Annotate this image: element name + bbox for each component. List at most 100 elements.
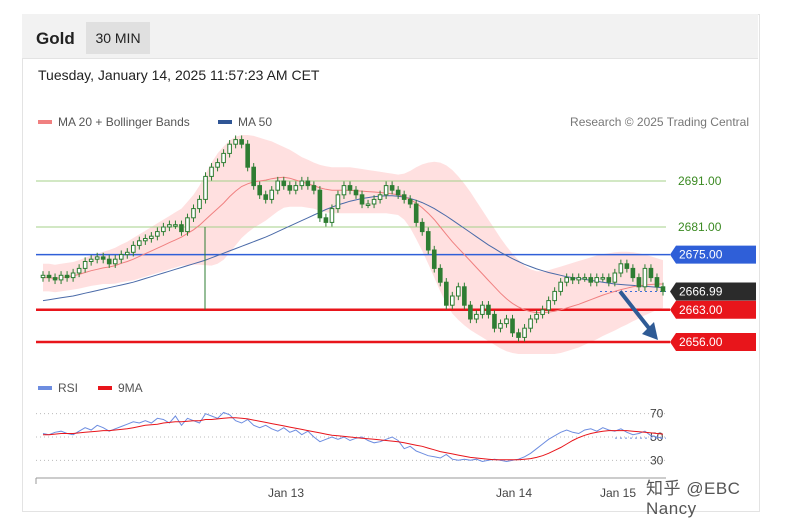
candle-body <box>648 267 654 279</box>
candle-body <box>64 274 70 279</box>
candle <box>564 273 569 287</box>
candle <box>407 195 413 209</box>
level-lines <box>36 180 670 344</box>
candle-body <box>558 281 563 292</box>
candle <box>486 301 491 319</box>
candle-body <box>323 217 329 223</box>
timeframe-button[interactable]: 30 MIN <box>86 22 150 54</box>
candle <box>618 259 624 278</box>
candle-body <box>137 240 142 246</box>
candle-body <box>263 194 269 200</box>
candle-body <box>287 185 293 191</box>
candle <box>636 273 642 291</box>
candle <box>305 176 311 190</box>
candle <box>642 264 648 291</box>
candle-body <box>76 267 82 274</box>
legend-rsi-label: RSI <box>58 381 79 395</box>
candle <box>269 186 275 204</box>
candle-body <box>40 274 46 279</box>
candle <box>401 190 407 204</box>
candles <box>40 135 666 342</box>
candle <box>462 282 467 310</box>
candle-body <box>118 254 124 260</box>
x-tick-label: Jan 15 <box>600 486 636 500</box>
candle <box>522 324 527 342</box>
price-label-2681.00: 2681.00 <box>678 220 722 234</box>
candle-body <box>197 198 202 210</box>
x-axis: Jan 13 Jan 14 Jan 15 <box>35 477 666 500</box>
candle <box>588 273 594 287</box>
candle <box>630 264 636 282</box>
candle <box>70 268 76 282</box>
candle <box>389 181 395 195</box>
ma50-swatch-icon <box>218 119 232 124</box>
candle-body <box>311 185 317 191</box>
candle-body <box>413 203 419 223</box>
candle <box>203 172 208 204</box>
candle <box>221 149 226 167</box>
candle <box>353 186 359 199</box>
candle-body <box>203 175 208 200</box>
candle-body <box>335 194 341 210</box>
candle <box>137 236 142 250</box>
candle <box>600 273 606 282</box>
candle-body <box>630 267 636 279</box>
legend-ma20-label: MA 20 + Bollinger Bands <box>58 115 190 129</box>
candle <box>82 257 88 273</box>
price-tag-2675.00 <box>670 245 756 264</box>
candle <box>58 271 64 285</box>
candle <box>371 195 377 209</box>
candle-body <box>660 286 666 292</box>
candle-body <box>221 152 226 164</box>
candle <box>155 227 160 241</box>
ma9-swatch-icon <box>98 385 112 390</box>
candle <box>118 250 124 264</box>
price-labels: 2691.00 2681.00 2675.00 2666.99 2663.00 2656.… <box>670 174 756 351</box>
rsi-tick-label: 70 <box>650 407 664 421</box>
candle-body <box>431 249 437 269</box>
candle <box>76 264 82 278</box>
candle <box>456 282 461 301</box>
candle-body <box>88 258 94 263</box>
candle <box>377 190 383 204</box>
candle <box>528 314 533 333</box>
candle <box>173 220 178 229</box>
candle-body <box>437 267 443 283</box>
candle-body <box>486 304 491 315</box>
candle-body <box>245 143 250 168</box>
instrument-title: Gold <box>36 29 75 48</box>
candle-body <box>522 327 527 338</box>
candle-body <box>443 281 449 306</box>
candle-body <box>642 267 648 288</box>
candle-body <box>233 139 238 145</box>
candle <box>534 310 539 324</box>
candle-body <box>82 261 88 269</box>
legend-ma9: 9MA <box>98 381 143 395</box>
candle <box>149 232 154 243</box>
candle-body <box>582 277 588 280</box>
candle <box>299 176 305 190</box>
candle <box>576 273 582 285</box>
forecast-arrow-shaft <box>618 290 654 334</box>
legend-ma9-label: 9MA <box>118 381 143 395</box>
candle-body <box>456 286 461 297</box>
candle-body <box>293 185 299 191</box>
candle <box>612 268 618 287</box>
candle <box>552 287 557 305</box>
candle <box>317 186 323 222</box>
candle-body <box>377 194 383 200</box>
candle-body <box>425 231 431 251</box>
candle-body <box>365 203 371 206</box>
candle-body <box>528 318 533 329</box>
candle-body <box>462 286 467 306</box>
ma20-swatch-icon <box>38 119 52 124</box>
bollinger-bands <box>43 135 663 354</box>
candle <box>660 282 666 296</box>
candle-body <box>155 231 160 237</box>
candle <box>516 328 521 342</box>
candle-body <box>58 274 64 281</box>
candle <box>124 248 130 259</box>
candle-body <box>239 139 244 145</box>
candle <box>88 255 94 266</box>
candle-body <box>173 224 178 227</box>
